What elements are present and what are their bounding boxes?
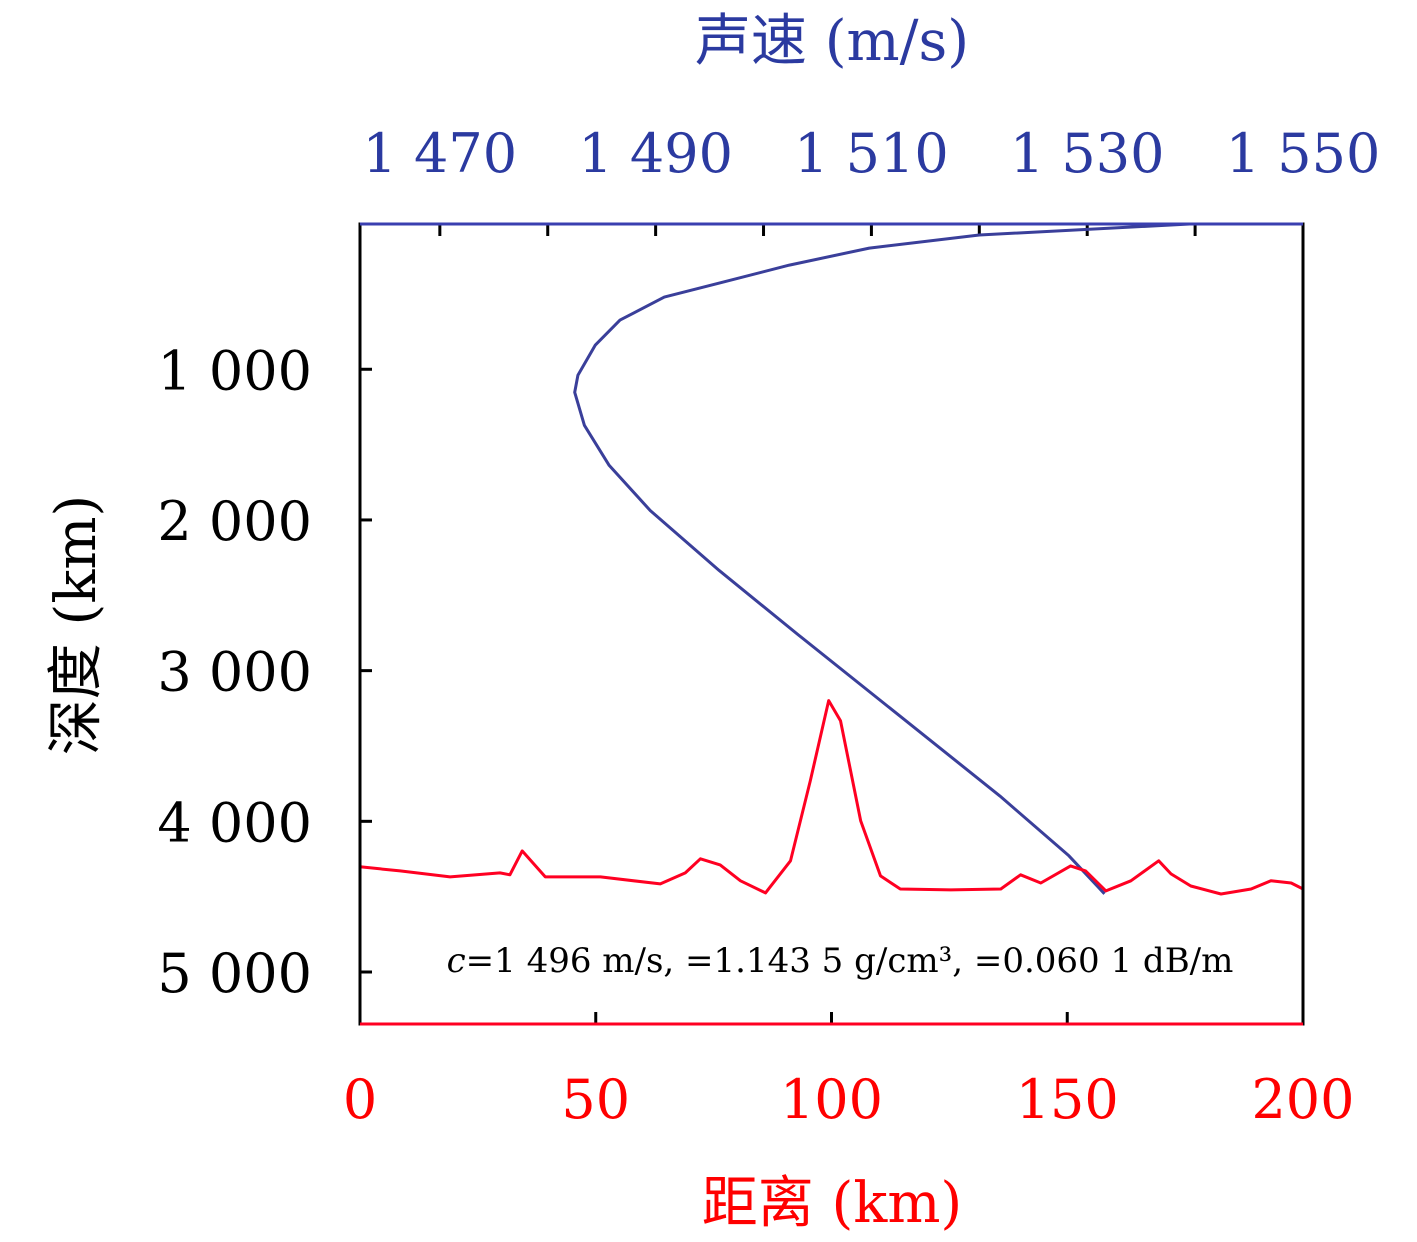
annotation-text: =1 496 m/s, =1.143 5 g/cm³, =0.060 1 dB/… — [466, 941, 1234, 981]
top-axis-title: 声速 (m/s) — [695, 9, 969, 74]
range-profile-line — [359, 699, 1304, 896]
top-tick-label: 1 490 — [578, 122, 733, 185]
left-tick-label: 2 000 — [157, 490, 312, 553]
bottom-tick-label: 150 — [1016, 1068, 1119, 1131]
top-tick-label: 1 510 — [794, 122, 949, 185]
left-tick-label: 1 000 — [157, 339, 312, 402]
top-tick-label: 1 550 — [1226, 122, 1381, 185]
bottom-tick-label: 200 — [1251, 1068, 1354, 1131]
sound-speed-profile-line — [573, 222, 1190, 895]
top-tick-label: 1 470 — [363, 122, 518, 185]
annotation: c=1 496 m/s, =1.143 5 g/cm³, =0.060 1 dB… — [447, 941, 1234, 981]
left-tick-label: 3 000 — [157, 641, 312, 704]
annotation-c: c — [447, 941, 466, 981]
bottom-tick-label: 0 — [343, 1068, 377, 1131]
left-axis-title: 深度 (km) — [44, 495, 109, 756]
top-tick-label: 1 530 — [1010, 122, 1165, 185]
left-tick-label: 4 000 — [157, 791, 312, 854]
bottom-tick-label: 50 — [561, 1068, 630, 1131]
bottom-tick-label: 100 — [780, 1068, 883, 1131]
plot-frame — [358, 222, 1305, 1026]
left-tick-label: 5 000 — [157, 942, 312, 1005]
bottom-axis-title: 距离 (km) — [702, 1171, 963, 1236]
